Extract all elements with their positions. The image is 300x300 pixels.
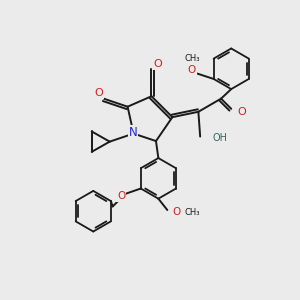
Text: O: O — [173, 207, 181, 218]
Text: O: O — [188, 65, 196, 75]
Text: N: N — [129, 126, 137, 139]
Text: O: O — [94, 88, 103, 98]
Text: CH₃: CH₃ — [184, 53, 200, 62]
Text: O: O — [117, 191, 125, 201]
Text: OH: OH — [213, 133, 228, 143]
Text: O: O — [153, 59, 162, 69]
Text: CH₃: CH₃ — [184, 208, 200, 217]
Text: O: O — [238, 107, 247, 117]
